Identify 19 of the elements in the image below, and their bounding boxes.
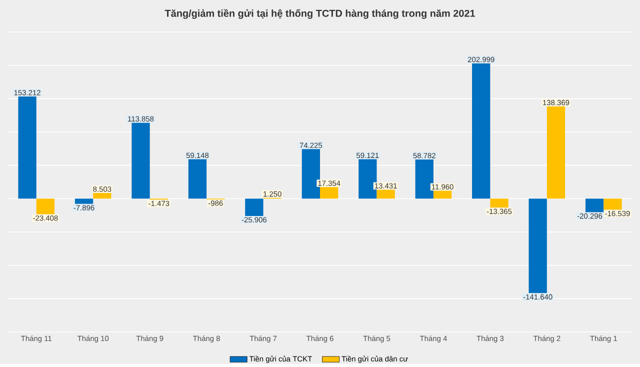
bar	[433, 190, 452, 199]
bar	[415, 160, 434, 199]
chart-title: Tăng/giảm tiền gửi tại hệ thống TCTD hàng tháng trong năm 2021	[164, 9, 476, 19]
bar	[490, 198, 508, 208]
bar	[188, 159, 207, 199]
bar	[18, 96, 36, 199]
bar	[320, 187, 338, 199]
bar	[36, 198, 55, 214]
bar	[245, 198, 264, 216]
bar	[358, 159, 377, 199]
bar	[74, 198, 94, 204]
bar	[585, 198, 604, 212]
bar	[132, 122, 150, 199]
bar	[546, 106, 566, 199]
bar	[528, 198, 547, 294]
bar	[376, 190, 395, 199]
bar	[472, 63, 490, 199]
bar	[604, 198, 622, 210]
bar	[93, 193, 112, 199]
